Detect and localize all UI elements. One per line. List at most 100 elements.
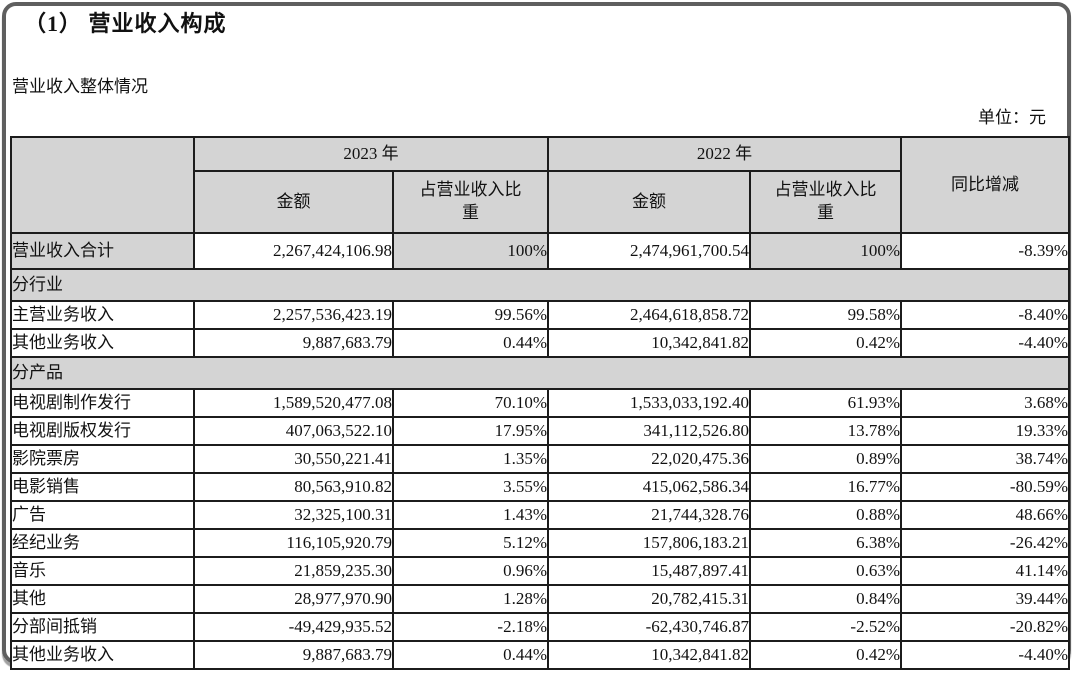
yoy-change: 38.74% [900, 444, 1070, 474]
section-row: 分行业 [10, 268, 1070, 302]
table-row: 广告 32,325,100.31 1.43% 21,744,328.76 0.88% 48… [10, 500, 1070, 530]
ratio-2023: 1.35% [392, 444, 549, 474]
amount-2022: 10,342,841.82 [547, 328, 751, 358]
header-yoy: 同比增减 [900, 136, 1070, 234]
table-row: 营业收入合计 2,267,424,106.98 100% 2,474,961,700.… [10, 232, 1070, 270]
row-label: 电视剧版权发行 [10, 416, 195, 446]
table-row: 电视剧版权发行 407,063,522.10 17.95% 341,112,526.8… [10, 416, 1070, 446]
row-label: 音乐 [10, 556, 195, 586]
header-year-2022: 2022 年 [547, 136, 902, 172]
yoy-change: 3.68% [900, 388, 1070, 418]
row-label: 影院票房 [10, 444, 195, 474]
ratio-2023: 0.96% [392, 556, 549, 586]
ratio-2022: 0.42% [749, 328, 902, 358]
ratio-2022: 0.89% [749, 444, 902, 474]
amount-2022: 157,806,183.21 [547, 528, 751, 558]
header-ratio-2023: 占营业收入比重 [392, 170, 549, 234]
amount-2022: 2,464,618,858.72 [547, 300, 751, 330]
row-label: 营业收入合计 [10, 232, 195, 270]
amount-2022: 341,112,526.80 [547, 416, 751, 446]
amount-2022: 10,342,841.82 [547, 640, 751, 670]
header-amount-2022: 金额 [547, 170, 751, 234]
amount-2023: 9,887,683.79 [193, 328, 394, 358]
ratio-2023: 5.12% [392, 528, 549, 558]
row-label: 电视剧制作发行 [10, 388, 195, 418]
ratio-2022: 6.38% [749, 528, 902, 558]
amount-2023: 407,063,522.10 [193, 416, 394, 446]
table-row: 电影销售 80,563,910.82 3.55% 415,062,586.34 16.7… [10, 472, 1070, 502]
amount-2022: -62,430,746.87 [547, 612, 751, 642]
amount-2023: 1,589,520,477.08 [193, 388, 394, 418]
amount-2022: 20,782,415.31 [547, 584, 751, 614]
section-label: 分产品 [10, 356, 1070, 390]
amount-2023: 32,325,100.31 [193, 500, 394, 530]
header-row-years: 2023 年 2022 年 同比增减 [10, 136, 1070, 234]
ratio-2022: -2.52% [749, 612, 902, 642]
ratio-2022: 100% [749, 232, 902, 270]
header-row-measures: 金额 占营业收入比重 金额 占营业收入比重 [11, 170, 1069, 234]
header-ratio-2022-text: 占营业收入比重 [774, 180, 877, 222]
amount-2022: 1,533,033,192.40 [547, 388, 751, 418]
row-label: 分部间抵销 [10, 612, 195, 642]
unit-label: 单位：元 [978, 108, 1046, 127]
amount-2023: 80,563,910.82 [193, 472, 394, 502]
yoy-change: -26.42% [900, 528, 1070, 558]
section-row: 分产品 [10, 356, 1070, 390]
amount-2022: 15,487,897.41 [547, 556, 751, 586]
row-label: 电影销售 [10, 472, 195, 502]
amount-2022: 2,474,961,700.54 [547, 232, 751, 270]
table-row: 音乐 21,859,235.30 0.96% 15,487,897.41 0.63% 41… [10, 556, 1070, 586]
ratio-2022: 0.63% [749, 556, 902, 586]
ratio-2022: 13.78% [749, 416, 902, 446]
yoy-change: -4.40% [900, 328, 1070, 358]
amount-2023: 2,267,424,106.98 [193, 232, 394, 270]
yoy-change: -80.59% [900, 472, 1070, 502]
table-row: 其他 28,977,970.90 1.28% 20,782,415.31 0.84% 39… [10, 584, 1070, 614]
table-header: 2023 年 2022 年 同比增减 金额 占营业收入比重 金额 占营业收入比重 [10, 136, 1070, 234]
table-row: 其他业务收入 9,887,683.79 0.44% 10,342,841.82 0.42… [10, 640, 1070, 670]
header-ratio-2022: 占营业收入比重 [749, 170, 902, 234]
ratio-2023: 17.95% [392, 416, 549, 446]
section-label: 分行业 [10, 268, 1070, 302]
ratio-2023: 1.43% [392, 500, 549, 530]
amount-2023: 116,105,920.79 [193, 528, 394, 558]
amount-2022: 21,744,328.76 [547, 500, 751, 530]
row-label: 广告 [10, 500, 195, 530]
header-amount-2023: 金额 [193, 170, 394, 234]
revenue-composition-table: 2023 年 2022 年 同比增减 金额 占营业收入比重 金额 占营业收入比重… [10, 136, 1070, 670]
ratio-2022: 16.77% [749, 472, 902, 502]
table-row: 电视剧制作发行 1,589,520,477.08 70.10% 1,533,033,1… [10, 388, 1070, 418]
amount-2023: 2,257,536,423.19 [193, 300, 394, 330]
yoy-change: -8.40% [900, 300, 1070, 330]
amount-2023: 28,977,970.90 [193, 584, 394, 614]
yoy-change: 39.44% [900, 584, 1070, 614]
section-subtitle: 营业收入整体情况 [12, 77, 148, 96]
table-row: 分部间抵销 -49,429,935.52 -2.18% -62,430,746.87-… [10, 612, 1070, 642]
table-body: 营业收入合计 2,267,424,106.98 100% 2,474,961,700.… [10, 232, 1070, 670]
ratio-2022: 61.93% [749, 388, 902, 418]
amount-2023: 9,887,683.79 [193, 640, 394, 670]
ratio-2022: 0.42% [749, 640, 902, 670]
yoy-change: -8.39% [900, 232, 1070, 270]
amount-2023: -49,429,935.52 [193, 612, 394, 642]
header-ratio-2023-text: 占营业收入比重 [419, 180, 522, 222]
yoy-change: 41.14% [900, 556, 1070, 586]
ratio-2022: 0.84% [749, 584, 902, 614]
ratio-2022: 0.88% [749, 500, 902, 530]
page-title: （1） 营业收入构成 [24, 11, 227, 36]
amount-2023: 30,550,221.41 [193, 444, 394, 474]
ratio-2022: 99.58% [749, 300, 902, 330]
ratio-2023: 3.55% [392, 472, 549, 502]
yoy-change: 19.33% [900, 416, 1070, 446]
ratio-2023: 1.28% [392, 584, 549, 614]
amount-2022: 415,062,586.34 [547, 472, 751, 502]
amount-2022: 22,020,475.36 [547, 444, 751, 474]
amount-2023: 21,859,235.30 [193, 556, 394, 586]
row-label: 其他业务收入 [10, 640, 195, 670]
header-blank-cell [10, 136, 195, 234]
table-row: 主营业务收入 2,257,536,423.19 99.56% 2,464,618,85… [10, 300, 1070, 330]
ratio-2023: 100% [392, 232, 549, 270]
row-label: 经纪业务 [10, 528, 195, 558]
row-label: 主营业务收入 [10, 300, 195, 330]
